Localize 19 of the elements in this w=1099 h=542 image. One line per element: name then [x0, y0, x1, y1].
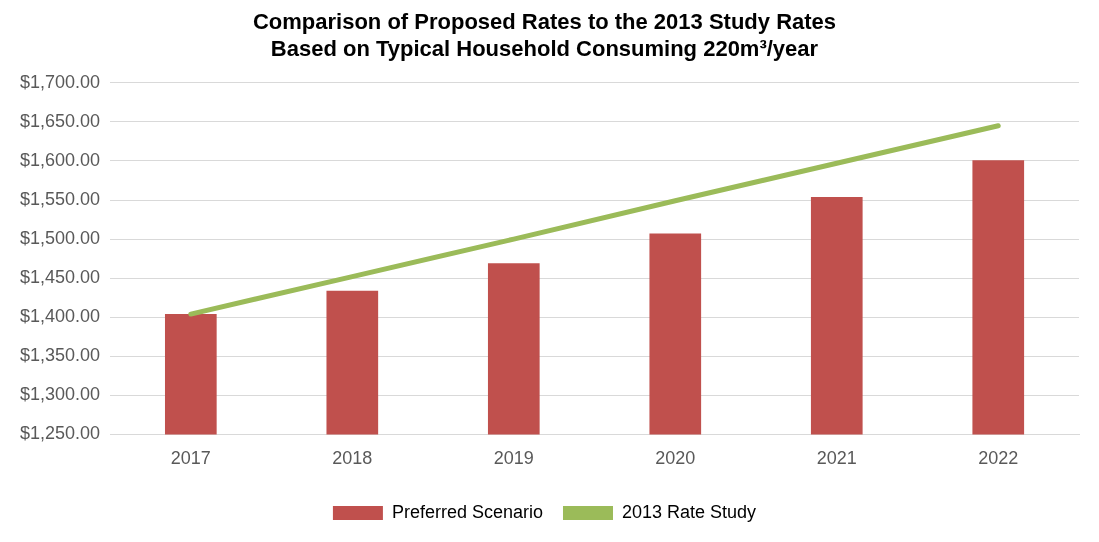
y-tick-label: $1,650.00 — [20, 110, 101, 131]
y-tick-label: $1,550.00 — [20, 188, 101, 209]
y-tick-label: $1,600.00 — [20, 149, 101, 170]
legend-label: Preferred Scenario — [391, 501, 543, 522]
x-tick-label: 2021 — [816, 448, 857, 469]
y-tick-label: $1,500.00 — [20, 228, 101, 249]
chart-title: Comparison of Proposed Rates to the 2013 Study Rates Based on Typical Household Consuming 220m³/year — [252, 9, 837, 61]
y-tick-label: $1,700.00 — [20, 71, 101, 92]
x-tick-label: 2022 — [978, 448, 1019, 469]
x-tick-label: 2018 — [332, 448, 373, 469]
x-tick-label: 2020 — [655, 448, 696, 469]
y-tick-label: $1,250.00 — [20, 423, 101, 444]
y-tick-label: $1,450.00 — [20, 267, 101, 288]
y-tick-label: $1,350.00 — [20, 345, 101, 366]
legend-label: 2013 Rate Study — [621, 501, 757, 522]
y-tick-label: $1,300.00 — [20, 384, 101, 405]
x-tick-label: 2019 — [493, 448, 534, 469]
y-tick-label: $1,400.00 — [20, 306, 101, 327]
x-tick-label: 2017 — [170, 448, 211, 469]
